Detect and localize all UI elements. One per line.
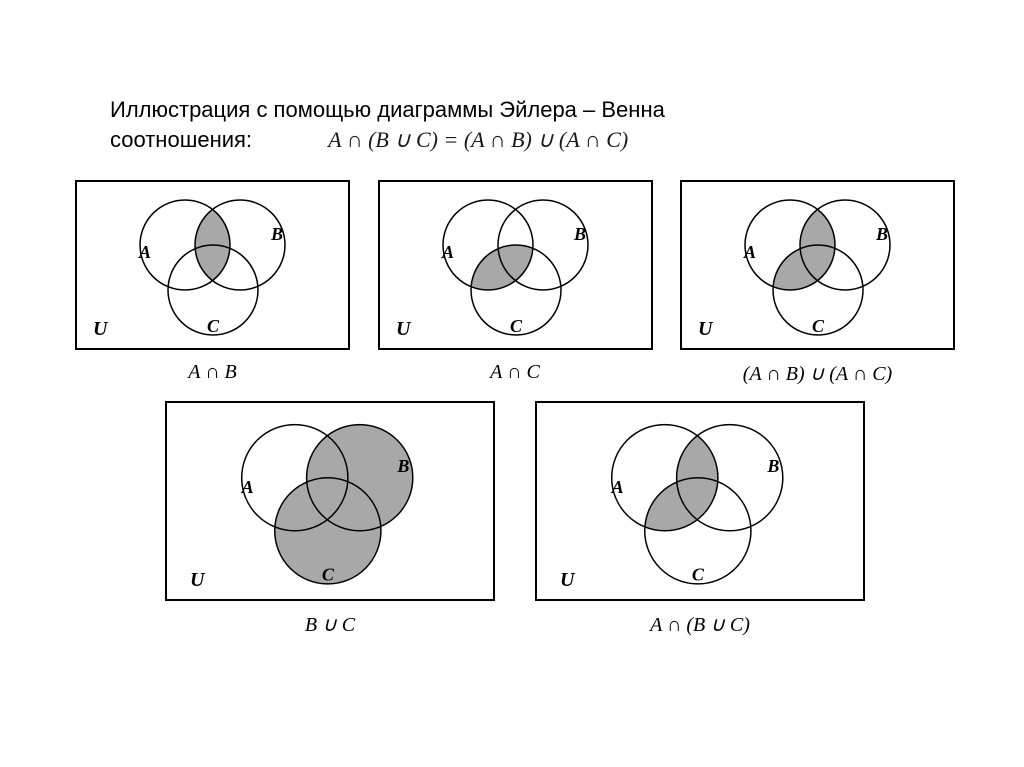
- svg-text:U: U: [93, 318, 109, 340]
- caption-d1: A ∩ B: [188, 361, 237, 384]
- caption-d2: A ∩ C: [490, 361, 540, 384]
- svg-text:B: B: [766, 456, 779, 476]
- svg-text:C: C: [509, 316, 522, 336]
- svg-text:U: U: [560, 569, 576, 591]
- svg-text:A: A: [241, 477, 254, 497]
- cell-d4: A B C U B ∪ C: [165, 401, 495, 637]
- svg-text:A: A: [138, 242, 151, 262]
- row-1: A B C U A ∩ B A B C U A ∩ C A B C U (A ∩ B) ∪ (A …: [75, 180, 955, 386]
- svg-text:B: B: [572, 224, 585, 244]
- svg-text:C: C: [812, 316, 825, 336]
- venn-d4: A B C U: [165, 401, 495, 606]
- svg-text:U: U: [190, 569, 206, 591]
- diagram-grid: A B C U A ∩ B A B C U A ∩ C A B C U (A ∩ B) ∪ (A …: [75, 180, 955, 637]
- svg-text:C: C: [322, 564, 335, 584]
- svg-text:C: C: [207, 316, 220, 336]
- page-title: Иллюстрация с помощью диаграммы Эйлера –…: [110, 95, 665, 154]
- cell-d1: A B C U A ∩ B: [75, 180, 350, 386]
- venn-d1: A B C U: [75, 180, 350, 355]
- svg-text:B: B: [270, 224, 283, 244]
- svg-text:B: B: [396, 456, 409, 476]
- venn-d5: A B C U: [535, 401, 865, 606]
- cell-d3: A B C U (A ∩ B) ∪ (A ∩ C): [680, 180, 955, 386]
- svg-text:C: C: [692, 564, 705, 584]
- venn-d2: A B C U: [378, 180, 653, 355]
- svg-text:U: U: [698, 318, 714, 340]
- svg-text:B: B: [875, 224, 888, 244]
- svg-text:U: U: [396, 318, 412, 340]
- svg-text:A: A: [743, 242, 756, 262]
- row-2: A B C U B ∪ C A B C U A ∩ (B ∪ C): [75, 401, 955, 637]
- title-line1: Иллюстрация с помощью диаграммы Эйлера –…: [110, 97, 665, 122]
- title-line2: соотношения:: [110, 127, 252, 152]
- caption-d5: A ∩ (B ∪ C): [650, 612, 750, 637]
- formula: A ∩ (B ∪ C) = (A ∩ B) ∪ (A ∩ C): [328, 127, 628, 152]
- cell-d2: A B C U A ∩ C: [378, 180, 653, 386]
- svg-text:A: A: [611, 477, 624, 497]
- caption-d3: (A ∩ B) ∪ (A ∩ C): [743, 361, 892, 386]
- caption-d4: B ∪ C: [305, 612, 355, 637]
- cell-d5: A B C U A ∩ (B ∪ C): [535, 401, 865, 637]
- svg-text:A: A: [440, 242, 453, 262]
- venn-d3: A B C U: [680, 180, 955, 355]
